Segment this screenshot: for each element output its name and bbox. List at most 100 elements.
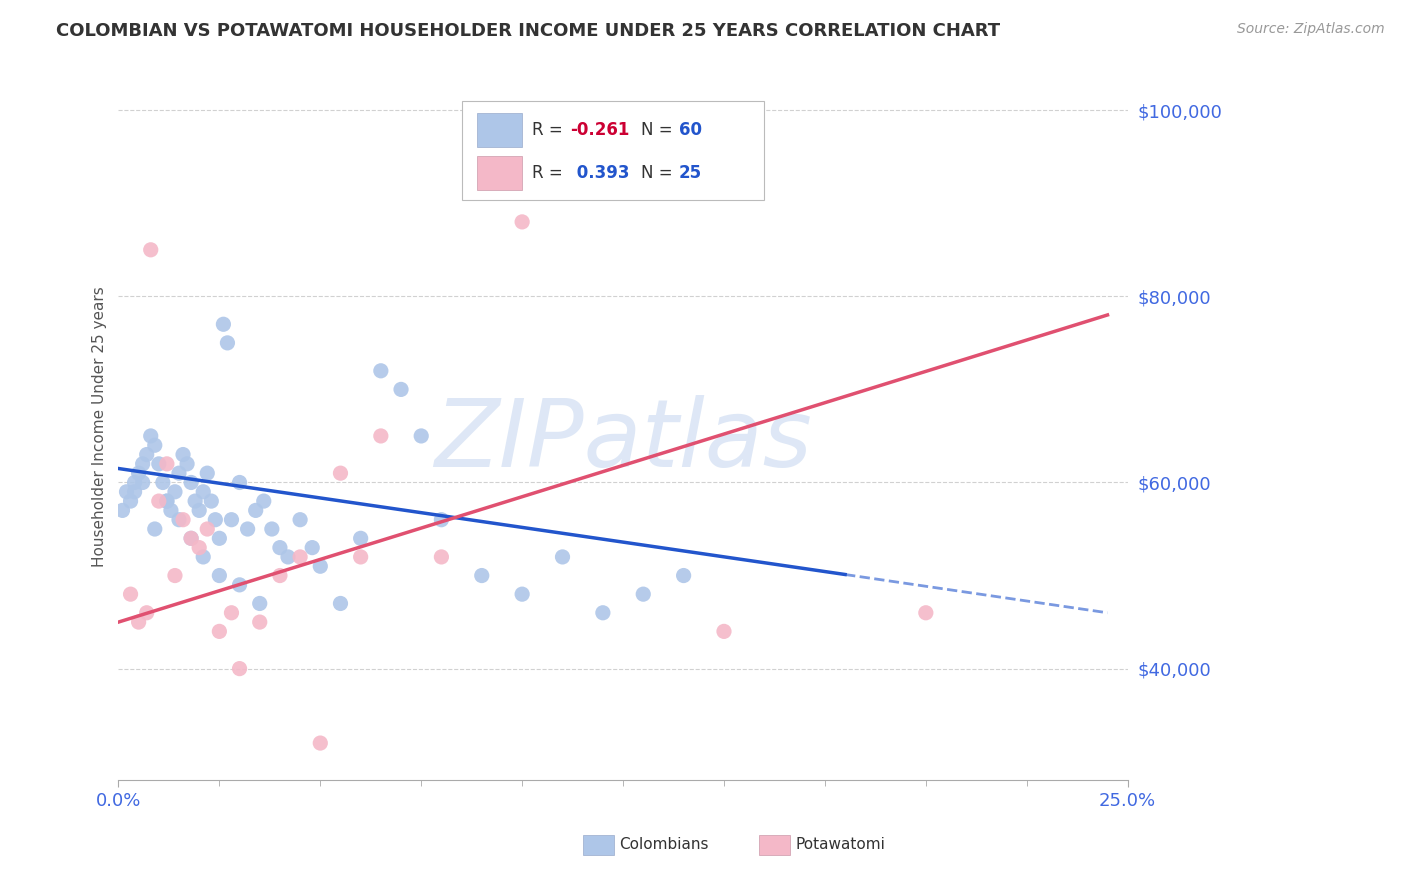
Point [221, 513, 243, 527]
FancyBboxPatch shape [477, 113, 522, 147]
Point [309, 559, 332, 574]
Point [510, 215, 533, 229]
Point [167, 466, 190, 480]
Text: ZIPatlas: ZIPatlas [434, 395, 813, 486]
Point [592, 606, 614, 620]
Point [195, 522, 218, 536]
Point [713, 624, 735, 639]
Point [672, 568, 695, 582]
Point [180, 531, 202, 545]
Point [156, 494, 179, 508]
Point [389, 383, 412, 397]
Point [471, 568, 494, 582]
Point [228, 662, 250, 676]
Point [148, 494, 170, 508]
Point [143, 438, 166, 452]
Point [135, 606, 157, 620]
Point [430, 513, 453, 527]
Point [200, 494, 222, 508]
Point [124, 484, 146, 499]
Text: COLOMBIAN VS POTAWATOMI HOUSEHOLDER INCOME UNDER 25 YEARS CORRELATION CHART: COLOMBIAN VS POTAWATOMI HOUSEHOLDER INCO… [56, 22, 1000, 40]
Point [350, 549, 373, 564]
Point [167, 513, 190, 527]
Text: N =: N = [641, 121, 678, 139]
Point [510, 587, 533, 601]
Point [236, 522, 259, 536]
Point [633, 587, 655, 601]
Point [156, 457, 179, 471]
Point [228, 578, 250, 592]
Point [208, 568, 231, 582]
Point [188, 503, 211, 517]
Text: -0.261: -0.261 [571, 121, 630, 139]
Text: R =: R = [533, 121, 568, 139]
Point [253, 494, 276, 508]
Point [180, 475, 202, 490]
Point [329, 597, 352, 611]
Point [115, 484, 138, 499]
Point [249, 615, 271, 629]
Point [176, 457, 198, 471]
Point [249, 597, 271, 611]
Point [370, 429, 392, 443]
Point [139, 243, 162, 257]
Point [160, 503, 183, 517]
Point [195, 466, 218, 480]
Point [172, 513, 194, 527]
Point [228, 475, 250, 490]
Point [329, 466, 352, 480]
Point [172, 448, 194, 462]
Point [124, 475, 146, 490]
Point [204, 513, 226, 527]
Point [301, 541, 323, 555]
Point [260, 522, 283, 536]
Point [120, 587, 142, 601]
Point [193, 484, 215, 499]
Text: 25: 25 [679, 164, 702, 182]
Point [217, 335, 239, 350]
Point [269, 541, 291, 555]
Point [148, 457, 170, 471]
Point [914, 606, 936, 620]
Point [120, 494, 142, 508]
Point [350, 531, 373, 545]
Text: Source: ZipAtlas.com: Source: ZipAtlas.com [1237, 22, 1385, 37]
Point [184, 494, 207, 508]
Point [128, 615, 150, 629]
Point [208, 624, 231, 639]
Point [551, 549, 574, 564]
Point [430, 549, 453, 564]
Text: R =: R = [533, 164, 568, 182]
Point [128, 466, 150, 480]
Point [143, 522, 166, 536]
Text: N =: N = [641, 164, 678, 182]
Point [309, 736, 332, 750]
Point [212, 318, 235, 332]
Point [208, 531, 231, 545]
Point [221, 606, 243, 620]
Point [131, 475, 153, 490]
Point [163, 484, 186, 499]
Point [277, 549, 299, 564]
Point [163, 568, 186, 582]
Point [111, 503, 134, 517]
Point [152, 475, 174, 490]
Point [245, 503, 267, 517]
Point [156, 494, 179, 508]
Text: 60: 60 [679, 121, 702, 139]
Text: Colombians: Colombians [619, 838, 709, 852]
Point [135, 448, 157, 462]
Point [139, 429, 162, 443]
Text: Potawatomi: Potawatomi [796, 838, 886, 852]
Point [188, 541, 211, 555]
Point [269, 568, 291, 582]
Text: 0.393: 0.393 [571, 164, 628, 182]
Point [193, 549, 215, 564]
Point [411, 429, 433, 443]
Point [288, 549, 311, 564]
FancyBboxPatch shape [461, 102, 765, 201]
Point [180, 531, 202, 545]
Point [288, 513, 311, 527]
Point [370, 364, 392, 378]
Point [131, 457, 153, 471]
